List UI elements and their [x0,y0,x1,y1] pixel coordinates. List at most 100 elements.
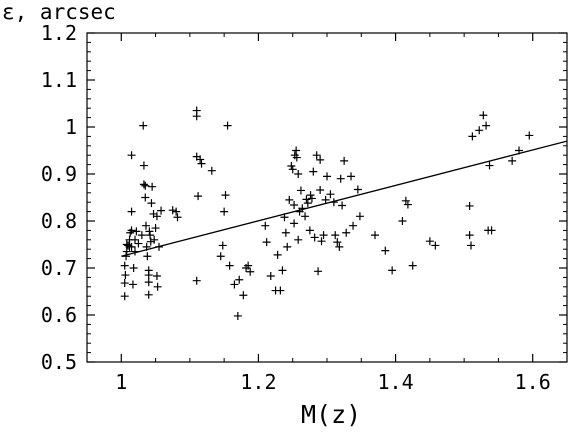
data-point [143,252,152,261]
data-point [207,166,216,175]
data-point [147,199,156,208]
data-point [132,227,141,236]
data-point [276,286,285,295]
data-point [431,241,440,250]
data-point [233,311,242,320]
data-point [342,228,351,237]
data-point [294,235,303,244]
data-point [408,261,417,270]
y-tick-label: 0.7 [41,256,77,280]
fit-line [121,140,567,257]
data-point [122,247,131,256]
data-point [137,231,146,240]
x-axis-label: M(z) [301,400,362,429]
data-point [141,181,150,190]
data-point [146,231,155,240]
data-point [218,241,227,250]
data-point [235,275,244,284]
data-point [508,156,517,165]
data-point [139,180,148,189]
data-point [194,192,203,201]
data-point [292,153,301,162]
data-point [144,271,153,280]
data-point [141,193,150,202]
data-point [152,271,161,280]
data-point [120,261,129,270]
data-point [323,172,331,181]
data-point [192,276,201,285]
data-point [525,131,534,140]
y-axis-label: ε, arcsec [2,0,116,24]
data-point [124,241,133,250]
data-point [225,261,234,270]
data-point [485,161,494,170]
data-point [127,242,136,251]
data-point [244,261,253,270]
data-point [465,231,474,240]
data-point [288,165,297,174]
data-point [131,235,139,244]
data-point [296,186,305,195]
data-point [144,290,153,299]
data-point [298,204,307,213]
data-point [310,233,319,242]
data-point [216,252,225,261]
data-point [150,235,159,244]
data-point [261,221,270,230]
data-point [120,292,129,301]
data-point [403,200,412,209]
data-point [331,231,340,240]
data-point [388,266,397,275]
data-point [127,151,136,160]
data-point [262,238,271,247]
data-point [151,224,160,233]
data-point [355,212,364,221]
data-point [146,237,155,246]
data-point [353,185,362,194]
data-point [316,185,325,194]
data-point [131,247,139,256]
data-point [305,226,314,235]
y-tick-label: 1 [65,115,77,139]
data-point [278,266,287,275]
data-point [425,237,434,246]
data-point [307,194,316,203]
data-point [329,198,338,207]
data-point [319,231,328,240]
data-point [467,241,475,250]
x-tick-label: 1.4 [378,370,414,394]
data-point [479,111,488,120]
data-point [172,207,181,216]
plot-area [120,106,567,320]
data-point [121,271,130,280]
data-point [122,252,131,261]
data-point [127,207,136,216]
data-point [302,195,311,204]
data-point [338,201,347,210]
data-point [196,155,205,164]
data-point [283,242,292,251]
data-point [239,291,248,300]
data-point [468,132,477,141]
data-point [280,213,289,222]
data-point [139,121,148,130]
y-tick-label: 0.6 [41,303,77,327]
y-tick-label: 0.9 [41,162,77,186]
data-point [306,191,315,200]
data-point [333,238,342,247]
data-point [287,162,296,171]
data-point [285,195,294,204]
x-tick-label: 1 [115,370,127,394]
y-tick-label: 0.5 [41,350,77,374]
data-point [197,159,206,168]
data-point [281,228,290,237]
data-point [142,242,151,251]
data-point [139,161,148,170]
data-point [129,264,138,272]
data-point [294,170,303,178]
data-point [317,237,326,246]
data-point [349,221,358,230]
data-point [347,172,355,181]
data-point [398,217,407,225]
